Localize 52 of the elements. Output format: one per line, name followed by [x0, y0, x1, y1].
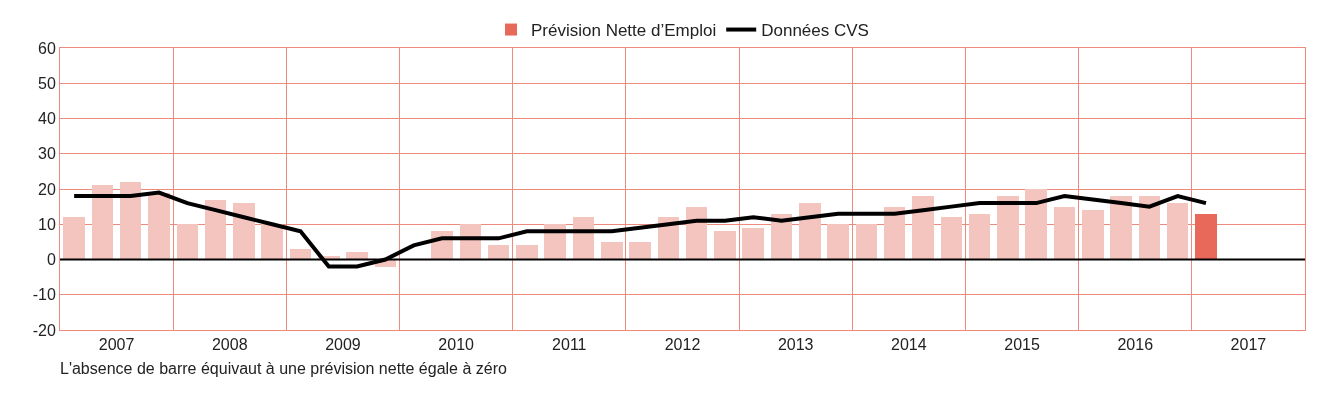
x-tick-label: 2012 — [664, 336, 701, 354]
bar — [1195, 214, 1217, 260]
bar — [516, 245, 538, 260]
bar — [120, 182, 141, 260]
bar — [714, 231, 736, 260]
bar — [290, 249, 311, 260]
y-tick-label: 0 — [46, 251, 56, 269]
bar — [1082, 210, 1104, 260]
x-tick-label: 2010 — [438, 336, 475, 354]
bar — [148, 193, 170, 260]
bar — [1110, 196, 1132, 260]
y-tick-label: 30 — [38, 145, 56, 163]
x-tick-label: 2017 — [1230, 336, 1267, 354]
bar — [233, 203, 255, 260]
bar — [912, 196, 934, 260]
bar — [742, 228, 764, 260]
bar — [969, 214, 990, 260]
x-tick-label: 2008 — [211, 336, 248, 354]
bar — [1025, 189, 1047, 260]
bar — [1139, 196, 1160, 260]
y-tick-label: -20 — [32, 321, 56, 339]
y-tick-label: 20 — [38, 180, 56, 198]
x-tick-label: 2016 — [1117, 336, 1154, 354]
x-tick-label: 2009 — [325, 336, 361, 354]
bar — [261, 224, 283, 260]
x-tick-label: 2011 — [552, 336, 587, 354]
bar — [856, 224, 877, 260]
legend-label: Données CVS — [761, 21, 869, 41]
y-tick-label: 10 — [38, 215, 56, 233]
bar — [63, 217, 85, 260]
bar — [799, 203, 821, 260]
text: L'absence de barre équivaut à une prévision nette égale à zéro — [60, 360, 508, 377]
bar — [488, 245, 509, 260]
x-tick-label: 2013 — [777, 336, 814, 354]
y-tick-label: 60 — [38, 39, 56, 57]
bar — [1054, 207, 1075, 260]
bar — [1167, 203, 1188, 260]
y-tick-label: -10 — [32, 286, 56, 304]
x-tick-label: 2014 — [891, 336, 927, 354]
bar — [177, 224, 198, 260]
bar — [941, 217, 962, 260]
bar — [92, 185, 113, 260]
x-tick-label: 2007 — [98, 336, 135, 354]
bar — [827, 224, 849, 260]
y-tick-label: 50 — [38, 74, 56, 92]
bar — [629, 242, 651, 260]
bar — [997, 196, 1019, 260]
legend-label: Prévision Nette d’Emploi — [531, 21, 717, 41]
x-tick-label: 2015 — [1004, 336, 1040, 354]
bar — [205, 200, 226, 260]
y-tick-label: 40 — [38, 110, 56, 128]
bar — [601, 242, 623, 260]
